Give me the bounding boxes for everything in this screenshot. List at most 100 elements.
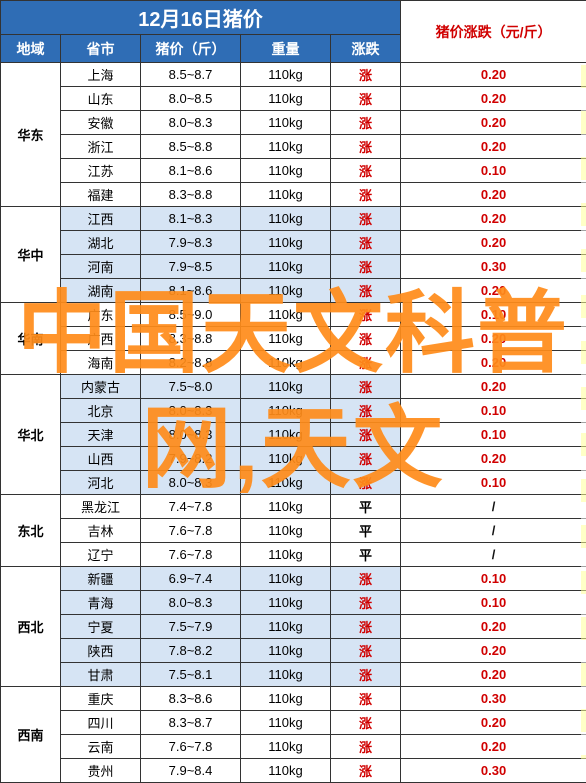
table-row: 华中江西8.1~8.3110kg涨0.20 <box>1 207 586 231</box>
province-cell: 重庆 <box>61 687 141 711</box>
region-cell: 华南 <box>1 303 61 375</box>
trend-cell: 平 <box>331 519 401 543</box>
change-cell: 0.20 <box>401 711 586 735</box>
weight-cell: 110kg <box>241 327 331 351</box>
province-cell: 云南 <box>61 735 141 759</box>
province-cell: 山东 <box>61 87 141 111</box>
change-cell: 0.30 <box>401 687 586 711</box>
change-cell: 0.10 <box>401 591 586 615</box>
table-row: 河北8.0~8.3110kg涨0.10 <box>1 471 586 495</box>
trend-cell: 涨 <box>331 471 401 495</box>
change-cell: 0.20 <box>401 87 586 111</box>
weight-cell: 110kg <box>241 519 331 543</box>
province-cell: 北京 <box>61 399 141 423</box>
trend-cell: 涨 <box>331 63 401 87</box>
change-cell: 0.10 <box>401 303 586 327</box>
trend-cell: 涨 <box>331 759 401 783</box>
trend-cell: 涨 <box>331 351 401 375</box>
weight-cell: 110kg <box>241 63 331 87</box>
column-header-region: 地域 <box>1 35 61 63</box>
trend-cell: 涨 <box>331 711 401 735</box>
trend-cell: 涨 <box>331 615 401 639</box>
province-cell: 青海 <box>61 591 141 615</box>
weight-cell: 110kg <box>241 447 331 471</box>
table-row: 西北新疆6.9~7.4110kg涨0.10 <box>1 567 586 591</box>
weight-cell: 110kg <box>241 543 331 567</box>
table-row: 海南8.2~8.8110kg涨0.20 <box>1 351 586 375</box>
region-cell: 西南 <box>1 687 61 783</box>
weight-cell: 110kg <box>241 351 331 375</box>
province-cell: 河南 <box>61 255 141 279</box>
change-cell: / <box>401 495 586 519</box>
trend-cell: 平 <box>331 495 401 519</box>
weight-cell: 110kg <box>241 183 331 207</box>
table-row: 浙江8.5~8.8110kg涨0.20 <box>1 135 586 159</box>
change-cell: 0.20 <box>401 639 586 663</box>
table-row: 西南重庆8.3~8.6110kg涨0.30 <box>1 687 586 711</box>
table-row: 云南7.6~7.8110kg涨0.20 <box>1 735 586 759</box>
change-cell: 0.20 <box>401 183 586 207</box>
change-cell: 0.20 <box>401 447 586 471</box>
province-cell: 四川 <box>61 711 141 735</box>
pork-price-table: 12月16日猪价猪价涨跌（元/斤）地域省市猪价（斤）重量涨跌华东上海8.5~8.… <box>0 0 586 783</box>
price-cell: 7.9~8.2 <box>141 447 241 471</box>
weight-cell: 110kg <box>241 159 331 183</box>
price-cell: 7.6~7.8 <box>141 519 241 543</box>
price-cell: 7.5~7.9 <box>141 615 241 639</box>
column-header-province: 省市 <box>61 35 141 63</box>
price-cell: 7.5~8.1 <box>141 663 241 687</box>
change-cell: 0.10 <box>401 159 586 183</box>
weight-cell: 110kg <box>241 495 331 519</box>
trend-cell: 涨 <box>331 279 401 303</box>
table-row: 贵州7.9~8.4110kg涨0.30 <box>1 759 586 783</box>
column-header-change: 猪价涨跌（元/斤） <box>401 1 586 63</box>
province-cell: 河北 <box>61 471 141 495</box>
table-row: 山东8.0~8.5110kg涨0.20 <box>1 87 586 111</box>
table-row: 辽宁7.6~7.8110kg平/ <box>1 543 586 567</box>
weight-cell: 110kg <box>241 615 331 639</box>
province-cell: 宁夏 <box>61 615 141 639</box>
weight-cell: 110kg <box>241 687 331 711</box>
table-row: 湖南8.1~8.6110kg涨0.20 <box>1 279 586 303</box>
weight-cell: 110kg <box>241 111 331 135</box>
weight-cell: 110kg <box>241 735 331 759</box>
weight-cell: 110kg <box>241 471 331 495</box>
table-row: 华北内蒙古7.5~8.0110kg涨0.20 <box>1 375 586 399</box>
price-cell: 7.4~7.8 <box>141 495 241 519</box>
change-cell: 0.10 <box>401 471 586 495</box>
right-color-strip <box>581 65 586 759</box>
trend-cell: 涨 <box>331 567 401 591</box>
table-row: 吉林7.6~7.8110kg平/ <box>1 519 586 543</box>
change-cell: 0.20 <box>401 351 586 375</box>
trend-cell: 涨 <box>331 111 401 135</box>
price-cell: 7.9~8.3 <box>141 231 241 255</box>
trend-cell: 涨 <box>331 327 401 351</box>
change-cell: 0.20 <box>401 135 586 159</box>
price-cell: 6.9~7.4 <box>141 567 241 591</box>
province-cell: 天津 <box>61 423 141 447</box>
weight-cell: 110kg <box>241 255 331 279</box>
price-cell: 8.3~8.7 <box>141 711 241 735</box>
change-cell: / <box>401 519 586 543</box>
change-cell: 0.20 <box>401 63 586 87</box>
province-cell: 甘肃 <box>61 663 141 687</box>
trend-cell: 涨 <box>331 207 401 231</box>
weight-cell: 110kg <box>241 279 331 303</box>
price-cell: 7.6~7.8 <box>141 735 241 759</box>
trend-cell: 涨 <box>331 375 401 399</box>
table-row: 东北黑龙江7.4~7.8110kg平/ <box>1 495 586 519</box>
table-row: 华南广东8.5~9.0110kg涨0.10 <box>1 303 586 327</box>
province-cell: 陕西 <box>61 639 141 663</box>
weight-cell: 110kg <box>241 231 331 255</box>
price-cell: 8.0~8.3 <box>141 111 241 135</box>
change-cell: / <box>401 543 586 567</box>
trend-cell: 涨 <box>331 231 401 255</box>
price-cell: 8.2~8.8 <box>141 351 241 375</box>
change-cell: 0.10 <box>401 567 586 591</box>
price-cell: 7.6~7.8 <box>141 543 241 567</box>
change-cell: 0.20 <box>401 375 586 399</box>
price-cell: 8.0~8.5 <box>141 87 241 111</box>
trend-cell: 涨 <box>331 591 401 615</box>
weight-cell: 110kg <box>241 759 331 783</box>
province-cell: 内蒙古 <box>61 375 141 399</box>
